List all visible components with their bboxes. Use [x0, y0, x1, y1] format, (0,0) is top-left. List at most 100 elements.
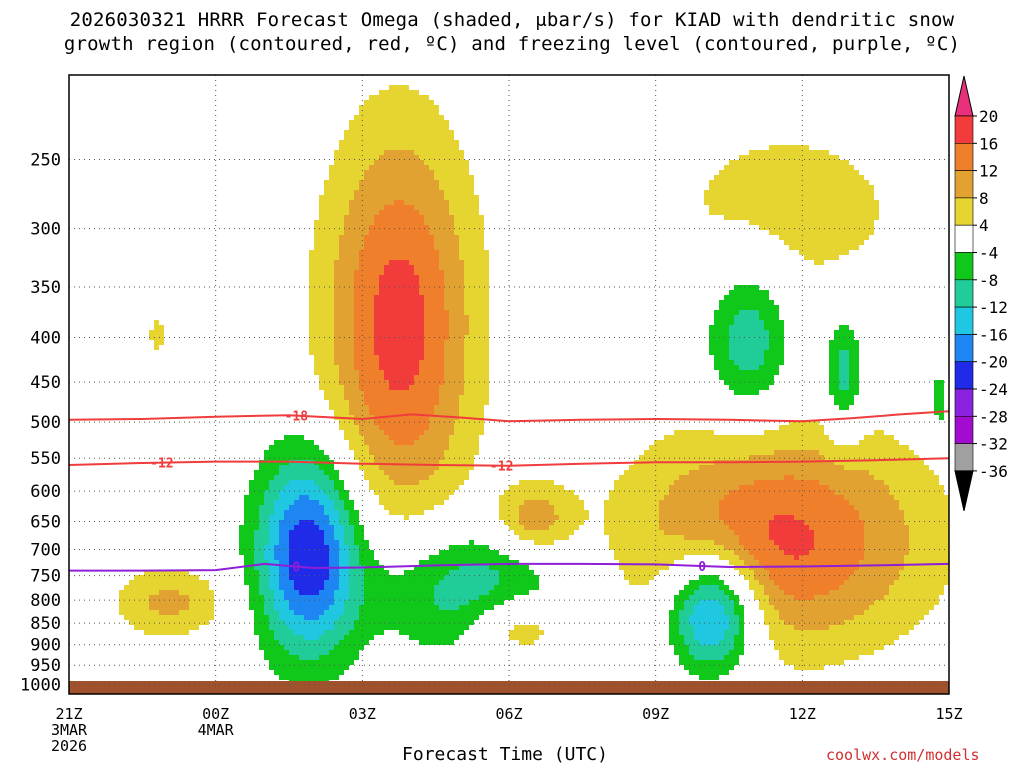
- omega-cell: [249, 595, 254, 600]
- omega-cell: [334, 235, 339, 240]
- omega-cell: [409, 505, 414, 510]
- omega-cell: [484, 555, 489, 560]
- omega-cell: [459, 420, 464, 425]
- omega-cell: [404, 480, 409, 485]
- omega-cell: [444, 180, 449, 185]
- omega-cell: [529, 625, 534, 630]
- omega-cell: [694, 465, 699, 470]
- omega-cell: [304, 640, 309, 645]
- omega-cell: [649, 555, 654, 560]
- omega-cell: [569, 490, 574, 495]
- omega-cell: [299, 645, 304, 650]
- omega-cell: [319, 220, 324, 225]
- omega-cell: [369, 155, 374, 160]
- omega-cell: [139, 615, 144, 620]
- omega-cell: [329, 325, 334, 330]
- omega-cell: [334, 605, 339, 610]
- omega-cell: [274, 570, 279, 575]
- omega-cell: [414, 310, 419, 315]
- omega-cell: [294, 490, 299, 495]
- omega-cell: [339, 345, 344, 350]
- omega-cell: [144, 625, 149, 630]
- omega-cell: [269, 590, 274, 595]
- omega-cell: [399, 285, 404, 290]
- omega-cell: [699, 635, 704, 640]
- omega-cell: [509, 520, 514, 525]
- omega-cell: [454, 635, 459, 640]
- omega-cell: [704, 470, 709, 475]
- omega-cell: [499, 595, 504, 600]
- omega-cell: [384, 135, 389, 140]
- omega-cell: [654, 490, 659, 495]
- omega-cell: [304, 455, 309, 460]
- omega-cell: [459, 300, 464, 305]
- omega-cell: [379, 195, 384, 200]
- omega-cell: [424, 105, 429, 110]
- omega-cell: [479, 345, 484, 350]
- omega-cell: [369, 190, 374, 195]
- omega-cell: [404, 175, 409, 180]
- omega-cell: [314, 225, 319, 230]
- omega-cell: [359, 280, 364, 285]
- omega-cell: [679, 600, 684, 605]
- omega-cell: [514, 510, 519, 515]
- omega-cell: [534, 525, 539, 530]
- omega-cell: [669, 515, 674, 520]
- omega-cell: [459, 310, 464, 315]
- omega-cell: [459, 595, 464, 600]
- omega-cell: [374, 280, 379, 285]
- omega-cell: [679, 535, 684, 540]
- omega-cell: [354, 315, 359, 320]
- omega-cell: [399, 355, 404, 360]
- omega-cell: [464, 560, 469, 565]
- omega-cell: [259, 595, 264, 600]
- omega-cell: [364, 260, 369, 265]
- omega-cell: [669, 635, 674, 640]
- omega-cell: [339, 585, 344, 590]
- omega-cell: [409, 430, 414, 435]
- omega-cell: [454, 280, 459, 285]
- omega-cell: [299, 555, 304, 560]
- omega-cell: [414, 175, 419, 180]
- omega-cell: [679, 485, 684, 490]
- omega-cell: [374, 205, 379, 210]
- omega-cell: [294, 555, 299, 560]
- omega-cell: [659, 540, 664, 545]
- omega-cell: [284, 510, 289, 515]
- omega-cell: [499, 495, 504, 500]
- omega-cell: [709, 495, 714, 500]
- omega-cell: [464, 330, 469, 335]
- omega-cell: [454, 170, 459, 175]
- omega-cell: [364, 275, 369, 280]
- omega-cell: [704, 655, 709, 660]
- omega-cell: [444, 165, 449, 170]
- omega-cell: [519, 635, 524, 640]
- omega-cell: [439, 600, 444, 605]
- omega-cell: [474, 220, 479, 225]
- omega-cell: [574, 520, 579, 525]
- omega-cell: [409, 100, 414, 105]
- omega-cell: [339, 340, 344, 345]
- omega-cell: [239, 540, 244, 545]
- omega-cell: [379, 580, 384, 585]
- omega-cell: [354, 540, 359, 545]
- omega-cell: [369, 600, 374, 605]
- omega-cell: [254, 600, 259, 605]
- omega-cell: [294, 495, 299, 500]
- omega-cell: [469, 345, 474, 350]
- omega-cell: [429, 460, 434, 465]
- omega-cell: [239, 535, 244, 540]
- omega-cell: [369, 350, 374, 355]
- omega-cell: [459, 455, 464, 460]
- omega-cell: [364, 595, 369, 600]
- omega-cell: [244, 540, 249, 545]
- omega-cell: [419, 390, 424, 395]
- omega-cell: [294, 545, 299, 550]
- omega-cell: [274, 595, 279, 600]
- omega-cell: [494, 555, 499, 560]
- omega-cell: [554, 495, 559, 500]
- omega-cell: [399, 425, 404, 430]
- omega-cell: [694, 615, 699, 620]
- omega-cell: [369, 365, 374, 370]
- omega-cell: [474, 420, 479, 425]
